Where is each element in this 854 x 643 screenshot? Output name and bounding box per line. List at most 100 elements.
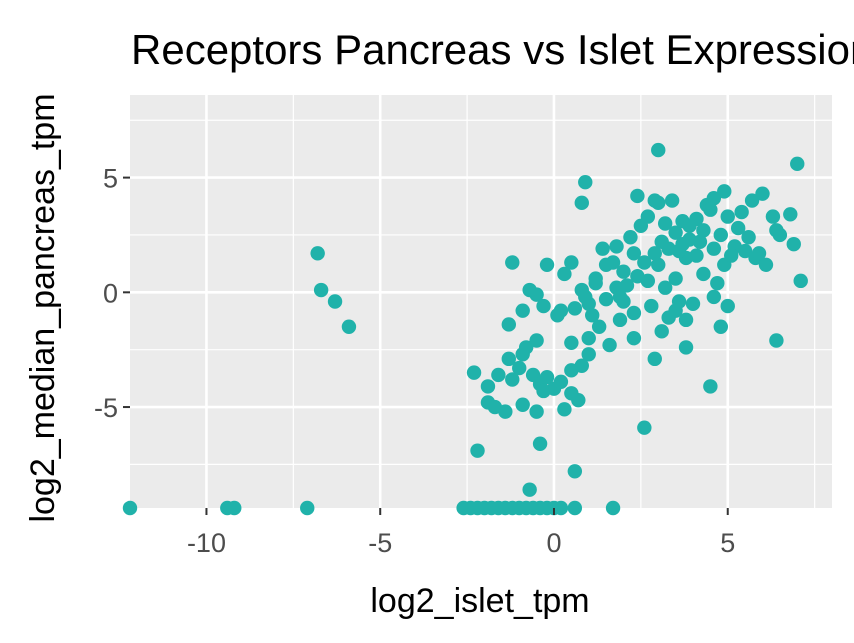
data-point xyxy=(647,351,662,367)
data-point xyxy=(578,289,593,305)
data-point xyxy=(564,255,579,270)
data-point xyxy=(678,312,694,328)
data-point xyxy=(734,204,749,220)
data-point xyxy=(557,266,572,282)
data-point xyxy=(647,246,662,261)
data-point xyxy=(480,379,496,394)
data-point xyxy=(564,386,579,401)
data-point xyxy=(310,246,325,261)
data-point xyxy=(313,282,329,298)
data-point xyxy=(585,308,600,323)
data-point xyxy=(640,209,656,224)
data-point xyxy=(501,317,517,332)
data-point xyxy=(588,275,603,291)
data-point xyxy=(630,188,645,204)
data-point xyxy=(567,301,583,316)
data-point xyxy=(661,310,676,325)
data-point xyxy=(536,298,551,314)
data-point xyxy=(505,255,520,270)
data-point xyxy=(581,347,596,362)
data-point xyxy=(647,193,662,208)
data-point xyxy=(498,404,513,419)
data-point xyxy=(755,186,770,201)
data-point xyxy=(341,319,357,334)
data-point xyxy=(793,273,808,289)
data-point xyxy=(737,243,753,259)
data-point xyxy=(581,331,596,346)
data-point xyxy=(591,319,607,334)
y-tick-label: 0 xyxy=(103,278,118,308)
data-point xyxy=(619,278,635,293)
data-point xyxy=(574,358,589,373)
data-point xyxy=(703,379,718,394)
x-axis-title: log2_islet_tpm xyxy=(370,582,589,620)
data-point xyxy=(769,223,784,238)
data-point xyxy=(713,319,728,334)
data-point xyxy=(602,337,617,353)
data-point xyxy=(790,156,805,172)
data-point xyxy=(713,227,728,243)
data-point xyxy=(664,193,680,208)
data-point xyxy=(227,500,242,516)
data-point xyxy=(689,248,704,263)
data-point xyxy=(654,234,669,250)
data-point xyxy=(595,241,610,256)
data-point xyxy=(529,404,544,419)
data-point xyxy=(682,218,697,233)
data-point xyxy=(532,436,548,451)
data-point xyxy=(612,289,628,305)
data-point xyxy=(654,324,669,339)
data-point xyxy=(553,500,569,516)
data-point xyxy=(536,383,551,399)
data-point xyxy=(706,241,722,256)
x-tick-label: 5 xyxy=(720,528,735,558)
data-point xyxy=(657,216,673,231)
data-point xyxy=(717,184,732,199)
data-point xyxy=(522,482,537,497)
data-point xyxy=(491,367,506,383)
data-point xyxy=(703,202,718,217)
data-point xyxy=(651,257,666,272)
data-point xyxy=(501,351,517,367)
data-point xyxy=(744,193,760,208)
data-point xyxy=(678,340,694,355)
data-point xyxy=(623,230,638,245)
data-point xyxy=(730,220,746,236)
data-point xyxy=(706,289,722,305)
data-point xyxy=(553,374,569,390)
data-point xyxy=(724,248,739,263)
data-point xyxy=(710,275,725,291)
data-point xyxy=(626,331,642,346)
data-point xyxy=(609,239,624,254)
data-point xyxy=(741,230,756,245)
data-point xyxy=(327,294,343,309)
y-axis-ticks: -5 0 5 xyxy=(94,164,130,423)
data-point xyxy=(466,365,482,380)
data-point xyxy=(671,294,687,309)
data-point xyxy=(567,500,583,516)
data-point xyxy=(529,333,544,348)
data-point xyxy=(720,298,735,314)
data-point xyxy=(786,236,801,252)
data-point xyxy=(692,234,708,250)
x-tick-label: 0 xyxy=(546,528,561,558)
grid-major xyxy=(130,95,832,508)
data-point xyxy=(758,257,774,272)
data-point xyxy=(626,305,642,321)
data-point xyxy=(720,209,735,224)
data-point xyxy=(657,280,673,295)
data-point xyxy=(553,303,569,318)
data-point xyxy=(567,464,583,479)
data-point xyxy=(605,255,621,270)
x-tick-label: -5 xyxy=(368,528,392,558)
data-point xyxy=(630,269,645,284)
x-tick-label: -10 xyxy=(187,528,226,558)
data-point xyxy=(598,292,614,307)
data-point xyxy=(522,282,537,298)
data-point xyxy=(515,397,530,412)
data-point xyxy=(668,225,683,240)
data-point xyxy=(644,298,659,314)
data-point xyxy=(512,360,527,376)
data-point xyxy=(783,207,798,222)
data-point xyxy=(578,174,593,190)
